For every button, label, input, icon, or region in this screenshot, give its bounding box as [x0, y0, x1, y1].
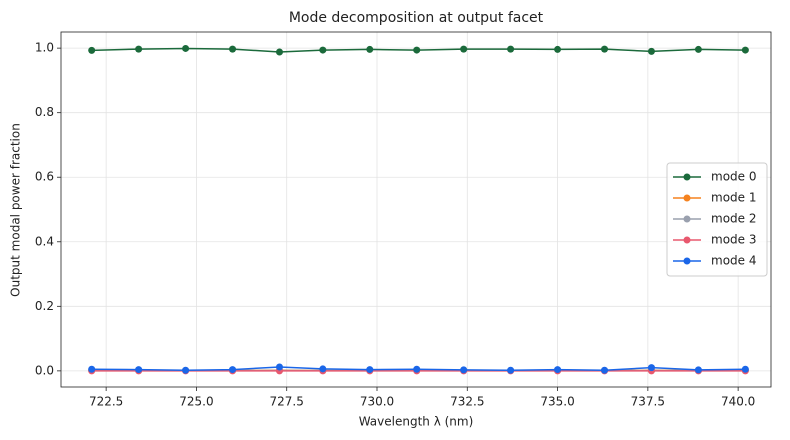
legend-box — [666, 162, 768, 277]
x-axis-label: Wavelength λ (nm) — [359, 415, 474, 429]
x-tick-label: 732.5 — [450, 395, 484, 409]
data-point — [135, 366, 143, 374]
data-point — [182, 366, 190, 374]
y-tick-label: 0.4 — [35, 234, 54, 248]
y-tick-label: 0.6 — [35, 170, 54, 184]
legend-label: mode 4 — [711, 254, 756, 268]
legend-marker — [683, 173, 691, 181]
plot-frame — [60, 31, 772, 388]
legend-marker — [683, 215, 691, 223]
data-point — [554, 366, 562, 374]
data-point — [460, 45, 468, 53]
y-tick-label: 1.0 — [35, 41, 54, 55]
legend-marker — [683, 257, 691, 265]
x-tick-label: 727.5 — [270, 395, 304, 409]
data-point — [366, 366, 374, 374]
legend-label: mode 0 — [711, 170, 756, 184]
chart-title: Mode decomposition at output facet — [289, 10, 544, 26]
x-tick-label: 740.0 — [721, 395, 755, 409]
data-point — [275, 48, 283, 56]
data-point — [601, 45, 609, 53]
x-tick-label: 737.5 — [631, 395, 665, 409]
data-point — [229, 45, 237, 53]
data-point — [694, 366, 702, 374]
y-axis-label: Output modal power fraction — [9, 123, 23, 297]
data-point — [601, 366, 609, 374]
data-point — [229, 366, 237, 374]
x-tick-label: 722.5 — [89, 395, 123, 409]
legend-label: mode 1 — [711, 191, 756, 205]
data-point — [741, 365, 749, 373]
data-point — [275, 363, 283, 371]
data-point — [319, 365, 327, 373]
x-tick-label: 725.0 — [179, 395, 213, 409]
data-point — [135, 45, 143, 53]
data-point — [647, 47, 655, 55]
y-tick-label: 0.0 — [35, 363, 54, 377]
data-point — [413, 365, 421, 373]
x-tick-label: 735.0 — [540, 395, 574, 409]
data-point — [88, 365, 96, 373]
data-point — [507, 366, 515, 374]
data-point — [88, 46, 96, 54]
data-point — [413, 46, 421, 54]
legend-marker — [683, 194, 691, 202]
data-point — [460, 366, 468, 374]
data-point — [647, 364, 655, 372]
data-point — [182, 44, 190, 52]
legend-marker — [683, 236, 691, 244]
legend-label: mode 2 — [711, 212, 756, 226]
data-point — [694, 45, 702, 53]
y-tick-label: 0.8 — [35, 105, 54, 119]
data-point — [554, 45, 562, 53]
data-point — [319, 46, 327, 54]
data-point — [741, 46, 749, 54]
legend-label: mode 3 — [711, 233, 756, 247]
data-point — [366, 45, 374, 53]
y-tick-label: 0.2 — [35, 299, 54, 313]
x-tick-label: 730.0 — [360, 395, 394, 409]
data-point — [507, 45, 515, 53]
